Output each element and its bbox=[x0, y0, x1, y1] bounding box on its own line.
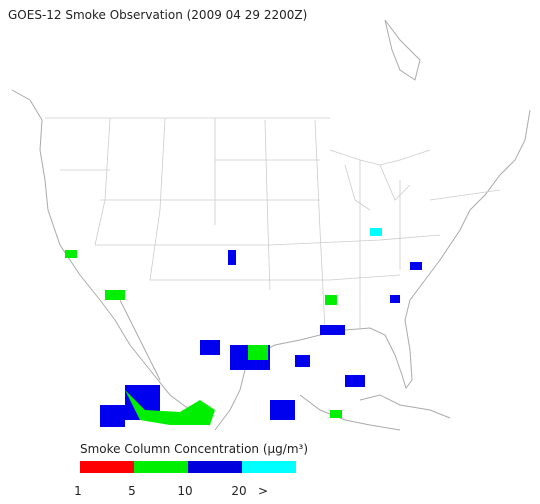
smoke-patch bbox=[125, 390, 215, 425]
smoke-patch bbox=[105, 290, 125, 300]
map-title: GOES-12 Smoke Observation (2009 04 29 22… bbox=[8, 8, 307, 22]
legend-title: Smoke Column Concentration (μg/m³) bbox=[80, 442, 308, 456]
smoke-patch bbox=[320, 325, 345, 335]
legend-tick-label: > bbox=[258, 484, 268, 498]
smoke-patch bbox=[100, 405, 125, 427]
smoke-pixels bbox=[65, 228, 422, 427]
legend-tick-label: 10 bbox=[177, 484, 192, 498]
smoke-patch bbox=[330, 410, 342, 418]
smoke-patch bbox=[410, 262, 422, 270]
smoke-patch bbox=[370, 228, 382, 236]
coastline bbox=[11, 19, 531, 431]
smoke-patch bbox=[248, 345, 268, 360]
smoke-patch bbox=[270, 400, 295, 420]
legend-tick-label: 5 bbox=[128, 484, 136, 498]
legend-tick-label: 1 bbox=[74, 484, 82, 498]
color-swatch bbox=[242, 461, 296, 473]
smoke-patch bbox=[295, 355, 310, 367]
color-swatch bbox=[188, 461, 242, 473]
color-swatch bbox=[80, 461, 134, 473]
smoke-patch bbox=[390, 295, 400, 303]
smoke-patch bbox=[200, 340, 220, 355]
color-bar bbox=[80, 461, 296, 473]
smoke-patch bbox=[228, 250, 236, 265]
smoke-patch bbox=[325, 295, 337, 305]
state-borders bbox=[45, 117, 501, 331]
base-map bbox=[11, 19, 531, 431]
smoke-patch bbox=[345, 375, 365, 387]
color-swatch bbox=[134, 461, 188, 473]
legend-tick-label: 20 bbox=[231, 484, 246, 498]
smoke-patch bbox=[65, 250, 77, 258]
